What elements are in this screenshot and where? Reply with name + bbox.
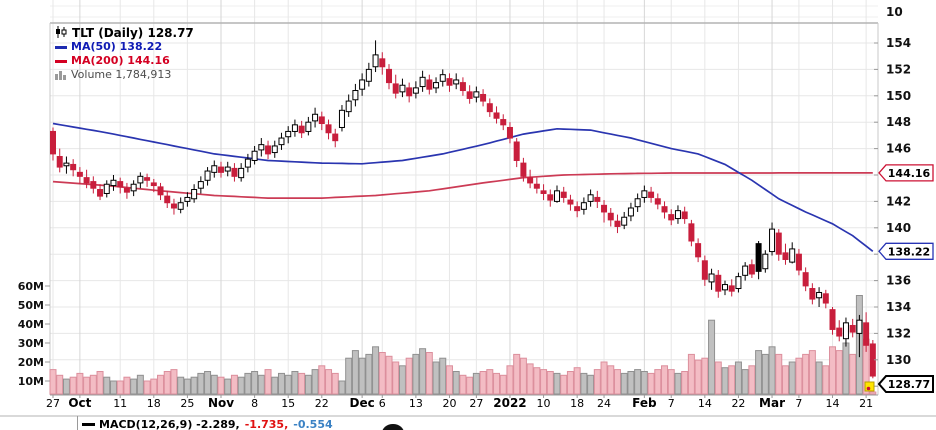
svg-text:Mar: Mar	[759, 396, 785, 410]
svg-text:30M: 30M	[18, 337, 44, 350]
svg-text:50M: 50M	[18, 299, 44, 312]
svg-text:Feb: Feb	[632, 396, 657, 410]
svg-text:10M: 10M	[18, 375, 44, 388]
svg-text:134: 134	[886, 300, 911, 314]
svg-text:130: 130	[886, 353, 911, 367]
svg-text:140: 140	[886, 221, 911, 235]
svg-text:10: 10	[537, 397, 551, 410]
macd-signal-value: -1.735,	[244, 418, 289, 430]
svg-text:15: 15	[281, 397, 295, 410]
alert-marker-icon	[864, 381, 875, 392]
svg-text:14: 14	[826, 397, 840, 410]
svg-text:7: 7	[668, 397, 675, 410]
ma200-line-swatch	[55, 59, 67, 63]
legend-title-row: TLT (Daily) 128.77	[55, 26, 194, 40]
volume-bars-icon	[55, 68, 67, 82]
volume-axis: 60M 50M 40M 30M 20M 10M	[18, 280, 50, 388]
legend-ma50: MA(50) 138.22	[55, 40, 194, 54]
svg-text:13: 13	[409, 397, 423, 410]
ma50-line	[52, 122, 874, 252]
svg-text:Nov: Nov	[208, 396, 234, 410]
svg-text:20M: 20M	[18, 356, 44, 369]
svg-text:146: 146	[886, 142, 911, 156]
svg-text:24: 24	[597, 397, 611, 410]
price-callouts: 144.16 138.22 128.77	[877, 164, 934, 394]
svg-text:10: 10	[886, 5, 903, 19]
svg-text:132: 132	[886, 326, 911, 340]
svg-text:21: 21	[859, 397, 873, 410]
svg-text:22: 22	[315, 397, 329, 410]
svg-text:138.22: 138.22	[888, 245, 930, 258]
macd-legend: MACD(12,26,9) -2.289, -1.735, -0.554	[82, 418, 333, 430]
chart-legend: TLT (Daily) 128.77 MA(50) 138.22 MA(200)…	[55, 26, 194, 82]
legend-volume: Volume 1,784,913	[55, 68, 194, 82]
svg-text:14: 14	[698, 397, 712, 410]
ma200-label: MA(200) 144.16	[71, 54, 170, 67]
macd-panel-border	[77, 416, 78, 430]
svg-text:142: 142	[886, 194, 911, 208]
chart-grid	[0, 0, 936, 417]
svg-text:40M: 40M	[18, 318, 44, 331]
macd-line-swatch	[82, 423, 95, 426]
ma50-line-swatch	[55, 45, 67, 49]
svg-text:152: 152	[886, 62, 911, 76]
svg-text:60M: 60M	[18, 280, 44, 293]
macd-curve-top	[382, 424, 404, 430]
svg-text:154: 154	[886, 36, 911, 50]
ma200-line	[52, 172, 873, 199]
svg-text:136: 136	[886, 274, 911, 288]
svg-text:144.16: 144.16	[888, 167, 931, 180]
symbol-title: TLT (Daily) 128.77	[72, 26, 194, 40]
candlestick-chart-icon	[55, 26, 68, 40]
svg-text:11: 11	[113, 397, 127, 410]
svg-text:25: 25	[180, 397, 194, 410]
svg-text:2022: 2022	[493, 396, 526, 410]
svg-text:6: 6	[379, 397, 386, 410]
date-axis: 27 Oct 11 18 25 Nov 8 15 22 Dec 6 13 20 27 2022 10 18 24 F…	[46, 395, 873, 410]
legend-ma200: MA(200) 144.16	[55, 54, 194, 68]
svg-text:148: 148	[886, 115, 911, 129]
svg-text:18: 18	[147, 397, 161, 410]
volume-bars	[49, 295, 877, 395]
svg-text:18: 18	[570, 397, 584, 410]
svg-text:128.77: 128.77	[888, 378, 930, 391]
svg-text:22: 22	[731, 397, 745, 410]
svg-text:7: 7	[795, 397, 802, 410]
price-axis: 10 154 152 150 148 146 142 140 136 134 132 130	[874, 5, 911, 387]
svg-text:27: 27	[469, 397, 483, 410]
macd-hist-value: -0.554	[293, 418, 333, 430]
svg-text:150: 150	[886, 89, 911, 103]
ma50-label: MA(50) 138.22	[71, 40, 163, 53]
svg-text:20: 20	[442, 397, 456, 410]
svg-text:Dec: Dec	[350, 396, 375, 410]
svg-text:Oct: Oct	[68, 396, 91, 410]
svg-text:27: 27	[46, 397, 60, 410]
volume-label: Volume 1,784,913	[71, 68, 172, 81]
candlesticks	[50, 40, 876, 379]
svg-text:8: 8	[251, 397, 258, 410]
macd-label: MACD(12,26,9) -2.289,	[99, 418, 240, 430]
